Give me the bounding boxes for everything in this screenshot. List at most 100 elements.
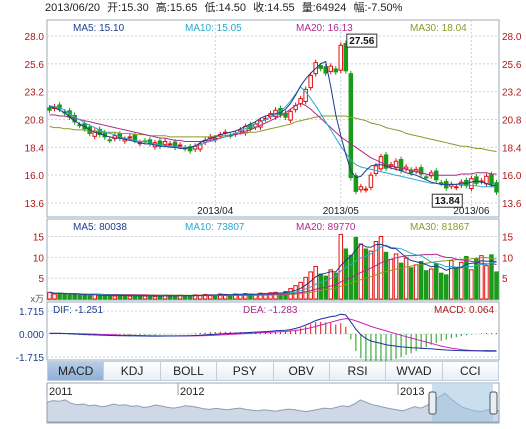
- volume-bar: [152, 296, 158, 300]
- candle-body: [328, 65, 334, 72]
- price-panel: 28.0 28.0 25.6 25.6 23.2 23.2 20.8 20.8 18.4 18.4…: [25, 19, 522, 218]
- candle-body: [358, 186, 364, 191]
- volume-bar: [218, 293, 223, 300]
- price-frame: [46, 19, 500, 218]
- volume-bar: [464, 256, 469, 300]
- candle-body: [187, 146, 193, 152]
- macd-y-tick: 0.000: [19, 330, 44, 341]
- candle-body: [107, 139, 113, 142]
- navigator-right-handle[interactable]: [489, 391, 498, 415]
- price-y-tick-right: 23.2: [502, 88, 522, 99]
- navigator-left-handle[interactable]: [428, 391, 437, 415]
- price-x-tick: 2013/04: [197, 206, 234, 217]
- low-annotation-box: [431, 193, 463, 208]
- tab-boll[interactable]: BOLL: [161, 362, 218, 380]
- quote-open: 开:15.30: [107, 2, 149, 14]
- price-ma-legend-3: MA20: 16.13: [296, 23, 353, 34]
- volume-bar: [484, 265, 489, 300]
- ma5-line: [49, 60, 497, 187]
- volume-bar: [308, 271, 313, 300]
- volume-bar: [469, 269, 474, 300]
- volume-bar: [268, 292, 273, 300]
- navigator-year-label: 2012: [180, 386, 204, 398]
- candle-body: [403, 166, 409, 170]
- candle-body: [489, 174, 494, 185]
- quote-date: 2013/06/20: [45, 2, 100, 14]
- candle-body: [47, 107, 52, 111]
- tab-kdj[interactable]: KDJ: [104, 362, 161, 380]
- navigator-panel[interactable]: 2011 2012 2013: [46, 382, 500, 424]
- volume-bar: [273, 291, 278, 300]
- volume-bar: [142, 295, 148, 300]
- volume-bar: [333, 272, 339, 300]
- quote-low: 低:14.50: [204, 1, 246, 14]
- candle-body: [333, 68, 339, 73]
- volume-bar: [408, 267, 414, 300]
- candle-body: [418, 167, 424, 175]
- volume-bar: [157, 295, 163, 300]
- price-y-tick-left: 16.0: [25, 171, 45, 182]
- tab-psy[interactable]: PSY: [217, 362, 274, 380]
- candle-body: [338, 44, 344, 71]
- high-annotation-box: [346, 33, 378, 48]
- dif-label: DIF: -1.251: [53, 305, 103, 316]
- volume-y-tick-right: 10: [502, 253, 514, 264]
- tab-wvad[interactable]: WVAD: [386, 362, 443, 380]
- macd-y-tick: 1.715: [19, 307, 44, 318]
- volume-bar: [383, 251, 389, 300]
- candle-body: [423, 176, 429, 179]
- volume-y-tick-right: 5: [502, 274, 508, 285]
- volume-bar: [373, 241, 379, 300]
- navigator-year-label: 2013: [400, 386, 424, 398]
- candle-body: [494, 182, 499, 193]
- candle-body: [454, 186, 459, 189]
- volume-bar: [313, 266, 318, 300]
- indicator-tabs: MACD KDJ BOLL PSY OBV RSI WVAD CCI: [47, 361, 499, 381]
- ma10-line: [49, 86, 497, 188]
- candle-body: [438, 182, 444, 185]
- volume-bar: [444, 274, 449, 300]
- candle-body: [308, 74, 313, 89]
- tab-macd[interactable]: MACD: [48, 362, 105, 380]
- candle-body: [363, 188, 369, 191]
- macd-panel: 1.715 0.000 -1.715 DIF: -1.251 DEA: -1.283 MA…: [16, 301, 500, 364]
- volume-bar: [52, 293, 57, 300]
- volume-bar: [363, 248, 369, 300]
- volume-ma-legend-3: MA20: 89770: [296, 222, 356, 233]
- volume-bar: [433, 263, 439, 300]
- volume-bar: [368, 250, 374, 300]
- volume-bar: [67, 294, 72, 300]
- navigator-selection: [432, 384, 493, 422]
- volume-bar: [97, 294, 102, 300]
- price-y-tick-left: 18.4: [25, 143, 45, 154]
- volume-bar: [127, 295, 133, 300]
- volume-bar: [187, 295, 193, 300]
- price-y-tick-right: 28.0: [502, 32, 522, 43]
- volume-bar: [318, 273, 323, 300]
- price-y-tick-left: 28.0: [25, 32, 45, 43]
- price-ma-legend-1: MA5: 15.10: [73, 23, 125, 34]
- macd-label: MACD: 0.064: [434, 305, 494, 316]
- candle-body: [353, 175, 359, 192]
- tab-cci[interactable]: CCI: [459, 364, 481, 378]
- volume-bar: [202, 293, 208, 300]
- dea-label: DEA: -1.283: [243, 305, 298, 316]
- tab-rsi[interactable]: RSI: [330, 362, 387, 380]
- price-y-tick-left: 13.6: [25, 199, 45, 210]
- price-x-tick: 2013/06: [453, 206, 490, 217]
- volume-bar: [338, 233, 344, 300]
- volume-bar: [328, 269, 334, 300]
- volume-bar: [459, 261, 464, 300]
- candle-body: [383, 154, 389, 169]
- tab-obv[interactable]: OBV: [274, 362, 330, 380]
- price-y-tick-left: 25.6: [25, 60, 45, 71]
- volume-bar: [353, 236, 359, 300]
- volume-unit: x万: [30, 294, 44, 304]
- volume-bar: [112, 295, 118, 300]
- navigator-year-label: 2011: [49, 386, 73, 398]
- macd-y-tick: -1.715: [16, 353, 45, 364]
- volume-bar: [454, 266, 459, 300]
- volume-bar: [378, 236, 384, 300]
- volume-bar: [102, 295, 108, 300]
